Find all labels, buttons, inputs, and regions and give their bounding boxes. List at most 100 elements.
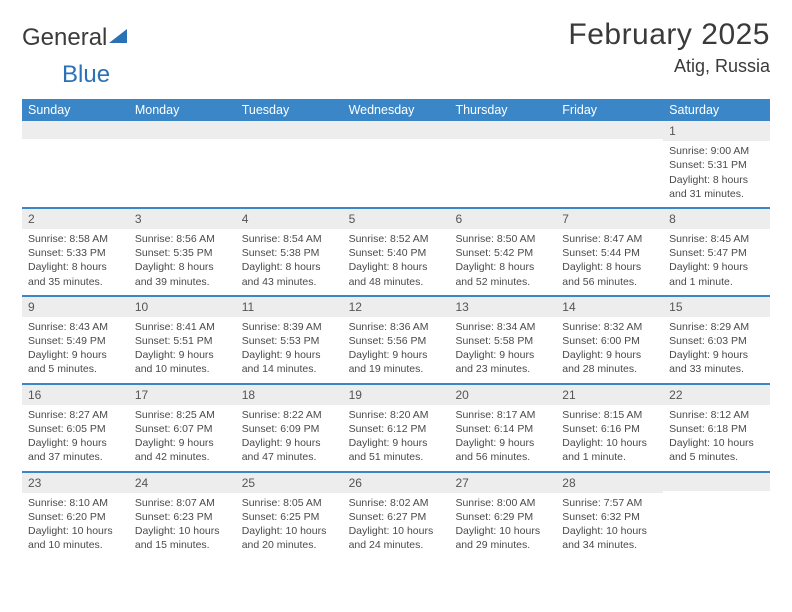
day-number	[343, 121, 450, 139]
day-info-line: Sunrise: 8:36 AM	[349, 320, 444, 334]
day-info-line: Daylight: 9 hours and 10 minutes.	[135, 348, 230, 376]
weekday-header: Monday	[129, 99, 236, 121]
weeks-container: 1Sunrise: 9:00 AMSunset: 5:31 PMDaylight…	[22, 121, 770, 558]
day-info-line: Sunset: 6:03 PM	[669, 334, 764, 348]
day-info-line: Sunrise: 8:17 AM	[455, 408, 550, 422]
calendar-week: 2Sunrise: 8:58 AMSunset: 5:33 PMDaylight…	[22, 207, 770, 295]
day-body: Sunrise: 7:57 AMSunset: 6:32 PMDaylight:…	[556, 493, 663, 559]
day-info-line: Daylight: 9 hours and 1 minute.	[669, 260, 764, 288]
day-info-line: Daylight: 9 hours and 19 minutes.	[349, 348, 444, 376]
weekday-header-row: Sunday Monday Tuesday Wednesday Thursday…	[22, 99, 770, 121]
day-info-line: Sunset: 5:40 PM	[349, 246, 444, 260]
calendar-day: 14 Sunrise: 8:32 AMSunset: 6:00 PMDayligh…	[556, 297, 663, 383]
calendar-day: 9Sunrise: 8:43 AMSunset: 5:49 PMDaylight…	[22, 297, 129, 383]
day-info-line: Sunset: 5:38 PM	[242, 246, 337, 260]
day-body	[129, 139, 236, 148]
day-info-line: Sunrise: 8:41 AM	[135, 320, 230, 334]
day-body: Sunrise: 8:20 AMSunset: 6:12 PMDaylight:…	[343, 405, 450, 471]
calendar: Sunday Monday Tuesday Wednesday Thursday…	[22, 99, 770, 558]
day-info-line: Sunset: 5:49 PM	[28, 334, 123, 348]
calendar-day: 22Sunrise: 8:12 AMSunset: 6:18 PMDayligh…	[663, 385, 770, 471]
day-info-line: Daylight: 10 hours and 34 minutes.	[562, 524, 657, 552]
calendar-day: 1Sunrise: 9:00 AMSunset: 5:31 PMDaylight…	[663, 121, 770, 207]
calendar-day: 15Sunrise: 8:29 AMSunset: 6:03 PMDayligh…	[663, 297, 770, 383]
day-info-line: Sunrise: 8:54 AM	[242, 232, 337, 246]
brand-part1: General	[22, 24, 107, 52]
weekday-header: Tuesday	[236, 99, 343, 121]
day-info-line: Daylight: 10 hours and 1 minute.	[562, 436, 657, 464]
day-info-line: Daylight: 9 hours and 33 minutes.	[669, 348, 764, 376]
day-info-line: Sunset: 5:58 PM	[455, 334, 550, 348]
calendar-day	[556, 121, 663, 207]
day-info-line: Sunrise: 8:52 AM	[349, 232, 444, 246]
day-info-line: Sunrise: 8:15 AM	[562, 408, 657, 422]
day-number: 11	[236, 297, 343, 317]
day-body: Sunrise: 8:27 AMSunset: 6:05 PMDaylight:…	[22, 405, 129, 471]
day-info-line: Daylight: 9 hours and 23 minutes.	[455, 348, 550, 376]
day-info-line: Sunset: 6:20 PM	[28, 510, 123, 524]
day-info-line: Daylight: 8 hours and 56 minutes.	[562, 260, 657, 288]
day-body: Sunrise: 8:29 AMSunset: 6:03 PMDaylight:…	[663, 317, 770, 383]
day-info-line: Sunrise: 8:05 AM	[242, 496, 337, 510]
day-body: Sunrise: 8:34 AMSunset: 5:58 PMDaylight:…	[449, 317, 556, 383]
day-body	[449, 139, 556, 148]
day-info-line: Daylight: 9 hours and 51 minutes.	[349, 436, 444, 464]
brand-logo: General	[22, 18, 127, 52]
day-info-line: Sunset: 5:42 PM	[455, 246, 550, 260]
day-info-line: Sunrise: 8:07 AM	[135, 496, 230, 510]
day-body: Sunrise: 8:10 AMSunset: 6:20 PMDaylight:…	[22, 493, 129, 559]
day-info-line: Sunrise: 8:39 AM	[242, 320, 337, 334]
day-info-line: Daylight: 10 hours and 20 minutes.	[242, 524, 337, 552]
day-body: Sunrise: 8:45 AMSunset: 5:47 PMDaylight:…	[663, 229, 770, 295]
day-info-line: Sunset: 6:00 PM	[562, 334, 657, 348]
day-info-line: Sunrise: 8:50 AM	[455, 232, 550, 246]
day-number	[556, 121, 663, 139]
calendar-day	[663, 473, 770, 559]
day-number: 23	[22, 473, 129, 493]
day-info-line: Sunset: 5:53 PM	[242, 334, 337, 348]
day-body	[556, 139, 663, 148]
calendar-day: 5Sunrise: 8:52 AMSunset: 5:40 PMDaylight…	[343, 209, 450, 295]
day-body: Sunrise: 8:12 AMSunset: 6:18 PMDaylight:…	[663, 405, 770, 471]
day-number: 7	[556, 209, 663, 229]
day-info-line: Sunset: 6:23 PM	[135, 510, 230, 524]
day-info-line: Sunset: 6:07 PM	[135, 422, 230, 436]
day-body: Sunrise: 8:41 AMSunset: 5:51 PMDaylight:…	[129, 317, 236, 383]
day-info-line: Daylight: 10 hours and 29 minutes.	[455, 524, 550, 552]
day-info-line: Sunrise: 8:02 AM	[349, 496, 444, 510]
day-body	[663, 491, 770, 500]
calendar-day	[343, 121, 450, 207]
day-number: 19	[343, 385, 450, 405]
day-body: Sunrise: 8:54 AMSunset: 5:38 PMDaylight:…	[236, 229, 343, 295]
day-info-line: Daylight: 9 hours and 56 minutes.	[455, 436, 550, 464]
day-number: 21	[556, 385, 663, 405]
day-info-line: Sunset: 5:56 PM	[349, 334, 444, 348]
day-number: 26	[343, 473, 450, 493]
day-info-line: Daylight: 9 hours and 28 minutes.	[562, 348, 657, 376]
day-info-line: Sunrise: 8:56 AM	[135, 232, 230, 246]
calendar-week: 1Sunrise: 9:00 AMSunset: 5:31 PMDaylight…	[22, 121, 770, 207]
day-info-line: Daylight: 9 hours and 5 minutes.	[28, 348, 123, 376]
calendar-week: 9Sunrise: 8:43 AMSunset: 5:49 PMDaylight…	[22, 295, 770, 383]
day-info-line: Sunrise: 8:27 AM	[28, 408, 123, 422]
day-info-line: Sunrise: 8:10 AM	[28, 496, 123, 510]
day-info-line: Sunrise: 8:32 AM	[562, 320, 657, 334]
day-info-line: Daylight: 10 hours and 15 minutes.	[135, 524, 230, 552]
title-block: February 2025 Atig, Russia	[568, 18, 770, 77]
calendar-day: 10Sunrise: 8:41 AMSunset: 5:51 PMDayligh…	[129, 297, 236, 383]
day-body: Sunrise: 8:39 AMSunset: 5:53 PMDaylight:…	[236, 317, 343, 383]
day-info-line: Sunset: 5:31 PM	[669, 158, 764, 172]
day-info-line: Daylight: 8 hours and 31 minutes.	[669, 173, 764, 201]
day-number: 12	[343, 297, 450, 317]
day-body: Sunrise: 8:05 AMSunset: 6:25 PMDaylight:…	[236, 493, 343, 559]
day-number: 27	[449, 473, 556, 493]
day-info-line: Daylight: 9 hours and 47 minutes.	[242, 436, 337, 464]
day-info-line: Sunrise: 8:22 AM	[242, 408, 337, 422]
day-info-line: Sunset: 6:25 PM	[242, 510, 337, 524]
day-number	[449, 121, 556, 139]
day-number: 14	[556, 297, 663, 317]
calendar-day: 27Sunrise: 8:00 AMSunset: 6:29 PMDayligh…	[449, 473, 556, 559]
calendar-day: 16Sunrise: 8:27 AMSunset: 6:05 PMDayligh…	[22, 385, 129, 471]
day-body: Sunrise: 8:58 AMSunset: 5:33 PMDaylight:…	[22, 229, 129, 295]
weekday-header: Friday	[556, 99, 663, 121]
